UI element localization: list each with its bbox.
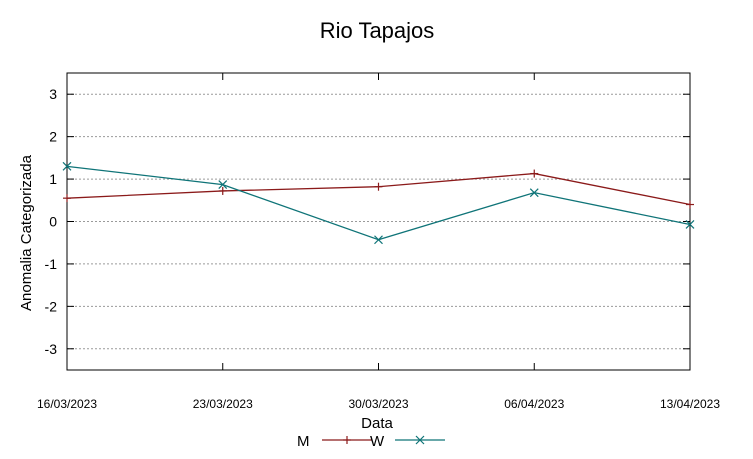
x-tick-label: 30/03/2023 <box>348 397 408 411</box>
series-W <box>62 161 695 245</box>
legend-marker-W <box>415 435 425 445</box>
data-point-M <box>530 169 539 178</box>
data-point-W <box>529 188 539 198</box>
x-tick-label: 23/03/2023 <box>193 397 253 411</box>
y-tick-label: 2 <box>49 129 57 145</box>
y-tick-label: 0 <box>49 214 57 230</box>
x-tick-label: 06/04/2023 <box>504 397 564 411</box>
series <box>62 161 695 245</box>
legend-marker-M <box>343 436 351 444</box>
y-tick-label: -2 <box>45 298 58 314</box>
y-tick-label: -1 <box>45 256 58 272</box>
x-axis-ticks: 16/03/2023 23/03/2023 30/03/2023 06/04/2023… <box>37 73 720 411</box>
data-point-W <box>374 235 383 245</box>
y-tick-label: -3 <box>45 341 58 357</box>
series-M <box>63 169 694 209</box>
data-point-W <box>62 161 72 171</box>
data-point-M <box>218 186 227 195</box>
legend-label-W: W <box>370 433 385 450</box>
data-point-M <box>63 194 71 203</box>
y-tick-label: 1 <box>49 171 57 187</box>
data-point-M <box>686 200 694 209</box>
data-point-W <box>685 220 695 229</box>
grid-lines <box>67 93 690 350</box>
data-point-W <box>218 180 228 190</box>
data-point-M <box>374 182 383 191</box>
x-tick-label: 16/03/2023 <box>37 397 97 411</box>
legend-label-M: M <box>297 433 310 450</box>
x-axis-label: Data <box>361 415 393 432</box>
chart-title: Rio Tapajos <box>320 18 435 43</box>
y-tick-label: 3 <box>49 86 57 102</box>
y-axis-label: Anomalia Categorizada <box>18 154 35 311</box>
series-line-W <box>66 165 691 241</box>
x-tick-label: 13/04/2023 <box>660 397 720 411</box>
